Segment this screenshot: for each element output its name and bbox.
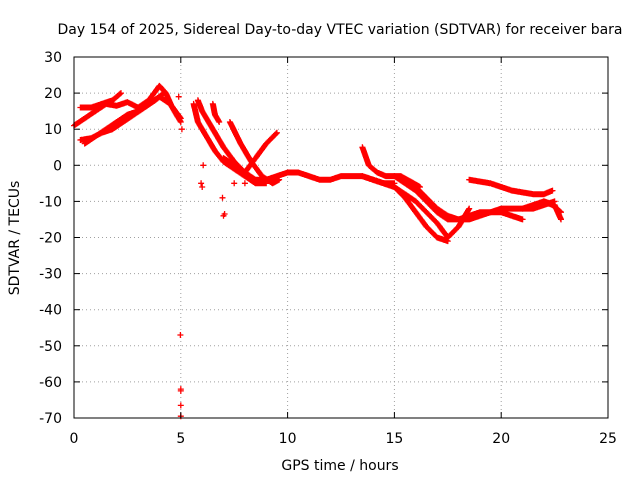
data-marker-track-b <box>77 90 124 111</box>
data-marker-track-g <box>209 100 223 125</box>
series-track-o <box>466 176 556 198</box>
axis-ticks <box>73 56 609 419</box>
y-tick-label: 30 <box>44 50 62 66</box>
x-tick-label: 5 <box>176 431 185 447</box>
y-tick-label: -10 <box>39 194 62 210</box>
data-marker-track-f <box>190 100 270 187</box>
chart-title: Day 154 of 2025, Sidereal Day-to-day VTE… <box>57 22 622 38</box>
x-tick-label: 0 <box>70 431 79 447</box>
series-track-e <box>194 97 398 187</box>
x-tick-labels: 0 5 10 15 20 25 <box>70 431 617 447</box>
x-axis-label: GPS time / hours <box>281 458 398 474</box>
data-marker-track-n <box>402 176 558 223</box>
y-tick-label: -60 <box>39 375 62 391</box>
data-marker-track-l <box>370 176 451 245</box>
series-track-d <box>81 93 184 147</box>
series-track-l <box>370 176 451 245</box>
y-tick-labels: -70 -60 -50 -40 -30 -20 -10 0 10 20 30 <box>39 50 62 427</box>
data-marker-track-o <box>466 176 556 198</box>
series-track-n <box>402 176 558 223</box>
x-tick-label: 10 <box>279 431 297 447</box>
x-tick-label: 15 <box>385 431 403 447</box>
y-tick-label: -70 <box>39 411 62 427</box>
data-marker-track-q <box>540 198 564 216</box>
grid-lines <box>74 57 608 418</box>
x-tick-label: 25 <box>599 431 617 447</box>
data-marker-outliers <box>175 93 248 420</box>
y-tick-label: -40 <box>39 303 62 319</box>
data-marker-track-d <box>81 93 184 147</box>
series-outliers <box>175 93 248 420</box>
y-tick-label: 20 <box>44 86 62 102</box>
y-tick-label: -20 <box>39 231 62 247</box>
y-tick-label: 0 <box>53 158 62 174</box>
data-marker-track-i <box>220 129 280 176</box>
series-track-q <box>540 198 564 216</box>
series-track-b <box>77 90 124 111</box>
x-tick-label: 20 <box>492 431 510 447</box>
y-tick-label: -30 <box>39 267 62 283</box>
y-tick-label: 10 <box>44 122 62 138</box>
y-tick-label: -50 <box>39 339 62 355</box>
data-marker-track-e <box>194 97 398 187</box>
y-axis-label: SDTVAR / TECUs <box>7 181 23 296</box>
series-track-g <box>209 100 223 125</box>
data-points <box>71 82 564 420</box>
series-track-i <box>220 129 280 176</box>
series-track-f <box>190 100 270 187</box>
